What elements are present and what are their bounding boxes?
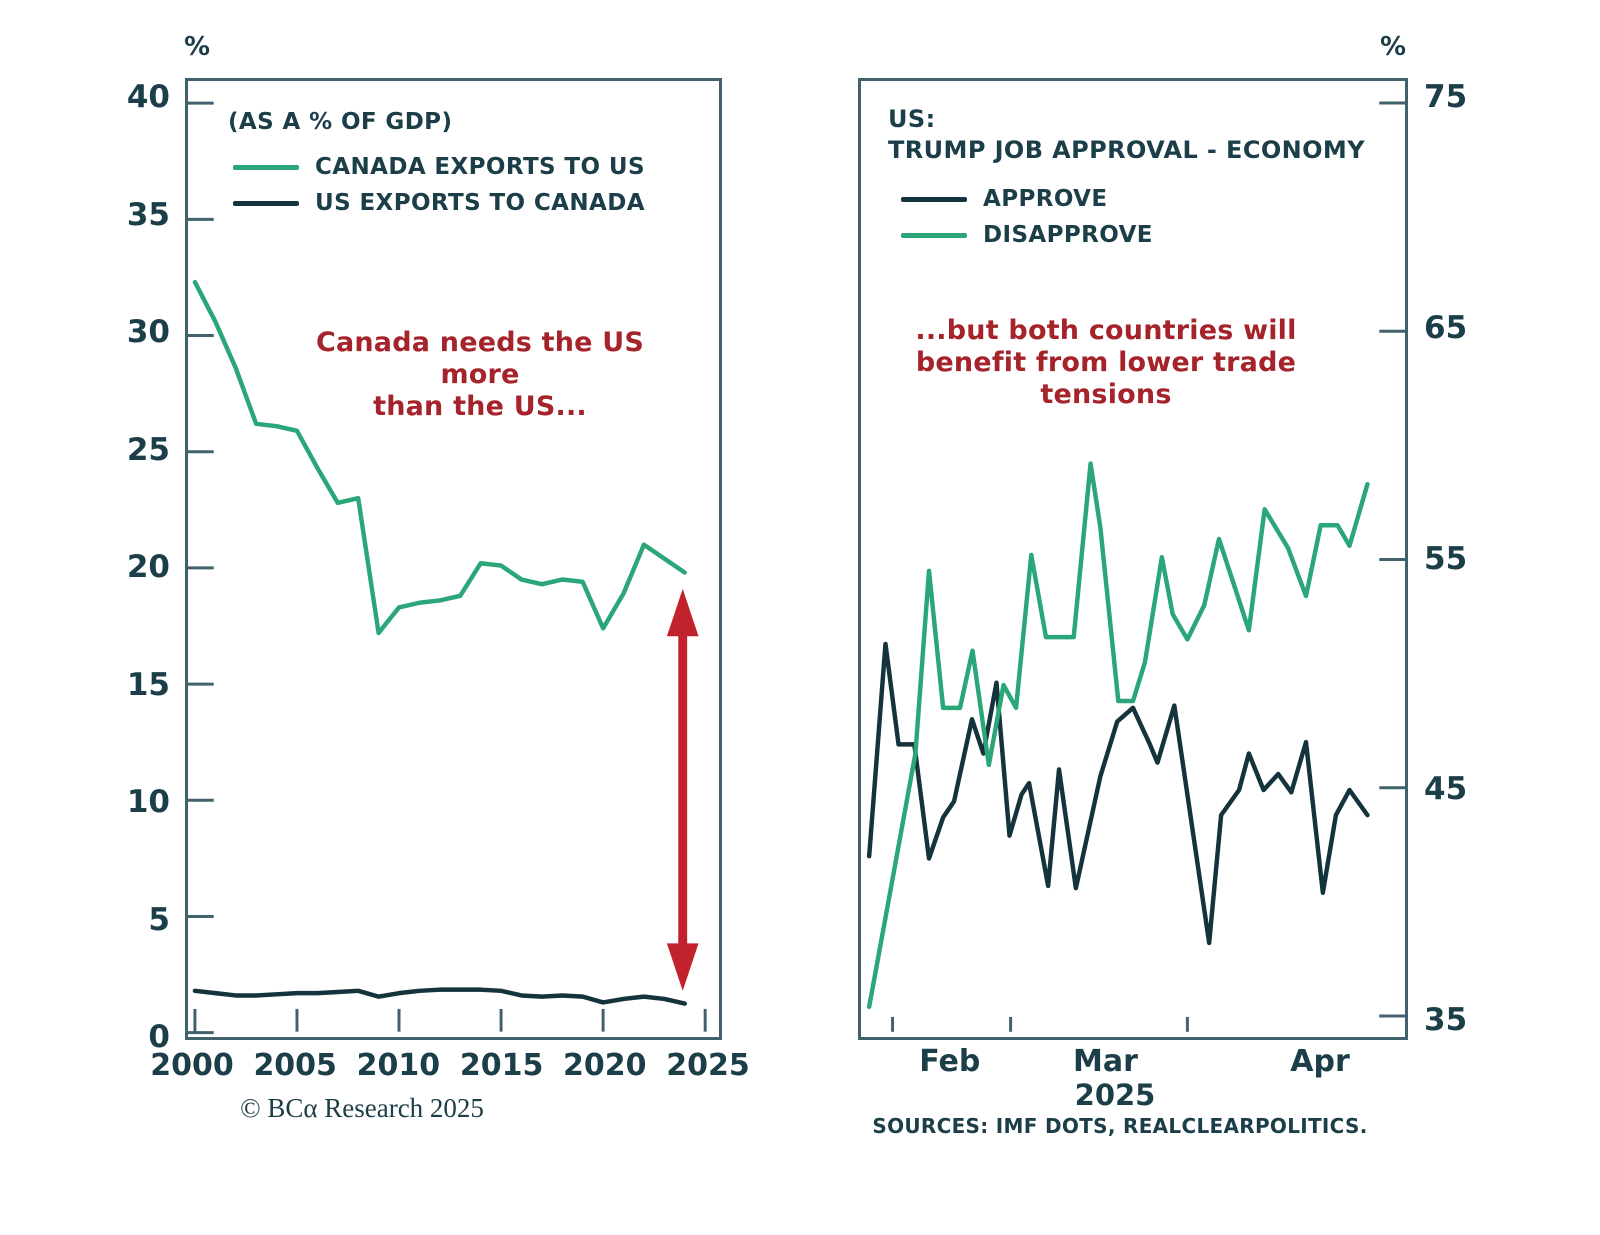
left-chart-title: (AS A % OF GDP): [228, 109, 453, 135]
left-chart-svg: [188, 101, 707, 1035]
copyright: © BCα Research 2025: [240, 1093, 484, 1123]
left-y-tick-label: 40: [126, 79, 170, 115]
left-y-tick-label: 20: [126, 549, 170, 585]
right-y-tick-label: 75: [1424, 79, 1468, 115]
right-annotation-line-2: benefit from lower trade: [915, 347, 1297, 378]
left-y-tick-label: 35: [126, 196, 170, 233]
left-y-tick-label: 30: [126, 314, 170, 350]
right-chart-svg: [866, 101, 1405, 1032]
left-x-tick-label: 2000: [150, 1048, 234, 1083]
right-chart-title-line-1: US:: [888, 105, 936, 133]
right-y-tick-label: 65: [1424, 309, 1468, 346]
left-y-tick-label: 25: [126, 431, 170, 468]
left-chart-plot-area: (AS A % OF GDP) CANADA EXPORTS TO US US …: [185, 78, 722, 1040]
left-x-tick-label: 2010: [356, 1048, 441, 1083]
left-x-tick-label: 2005: [253, 1048, 337, 1083]
disapprove-swatch: [901, 232, 967, 238]
left-x-tick-label: 2015: [459, 1048, 544, 1083]
left-x-tick-label: 2025: [666, 1048, 750, 1083]
right-chart-plot-area: US: TRUMP JOB APPROVAL - ECONOMY APPROVE…: [858, 78, 1408, 1040]
right-annotation: ...but both countries will benefit from …: [891, 315, 1321, 411]
left-y-tick-label: 10: [126, 784, 170, 820]
canada-exports-label: CANADA EXPORTS TO US: [315, 154, 645, 180]
left-y-tick-label: 0: [148, 1019, 170, 1055]
right-y-tick-label: 55: [1424, 540, 1468, 577]
right-y-tick-label: 45: [1424, 771, 1468, 808]
right-y-axis-unit: %: [1379, 32, 1407, 62]
legend-item-disapprove: DISAPPROVE: [901, 217, 1153, 253]
right-x-axis-year: 2025: [1074, 1078, 1156, 1112]
us-exports-label: US EXPORTS TO CANADA: [315, 190, 645, 216]
legend-item-canada-exports: CANADA EXPORTS TO US: [233, 149, 645, 185]
right-annotation-line-1: ...but both countries will: [915, 315, 1297, 346]
approve-swatch: [901, 196, 967, 202]
right-x-month-label: Apr: [1290, 1044, 1350, 1079]
right-chart-title-line-2: TRUMP JOB APPROVAL - ECONOMY: [888, 136, 1365, 164]
left-annotation-line-1: Canada needs the US more: [315, 327, 645, 390]
right-chart-legend: APPROVE DISAPPROVE: [901, 181, 1153, 253]
left-y-tick-label: 15: [126, 666, 170, 703]
approve-label: APPROVE: [983, 186, 1108, 212]
left-y-axis-unit: %: [183, 32, 211, 62]
us-exports-swatch: [233, 200, 299, 206]
right-y-tick-label: 35: [1424, 1002, 1468, 1038]
left-chart-legend: CANADA EXPORTS TO US US EXPORTS TO CANAD…: [233, 149, 645, 221]
left-annotation-line-2: than the US...: [373, 391, 587, 422]
right-x-month-label: Mar: [1073, 1044, 1138, 1079]
canada-exports-swatch: [233, 164, 299, 170]
right-x-month-label: Feb: [919, 1044, 981, 1079]
right-annotation-line-3: tensions: [1040, 379, 1172, 410]
legend-item-approve: APPROVE: [901, 181, 1153, 217]
sources-note: SOURCES: IMF DOTS, REALCLEARPOLITICS.: [872, 1114, 1368, 1138]
legend-item-us-exports: US EXPORTS TO CANADA: [233, 185, 645, 221]
left-annotation: Canada needs the US more than the US...: [280, 327, 680, 423]
disapprove-label: DISAPPROVE: [983, 222, 1153, 248]
left-y-tick-label: 5: [148, 901, 170, 938]
left-x-tick-label: 2020: [563, 1048, 647, 1083]
